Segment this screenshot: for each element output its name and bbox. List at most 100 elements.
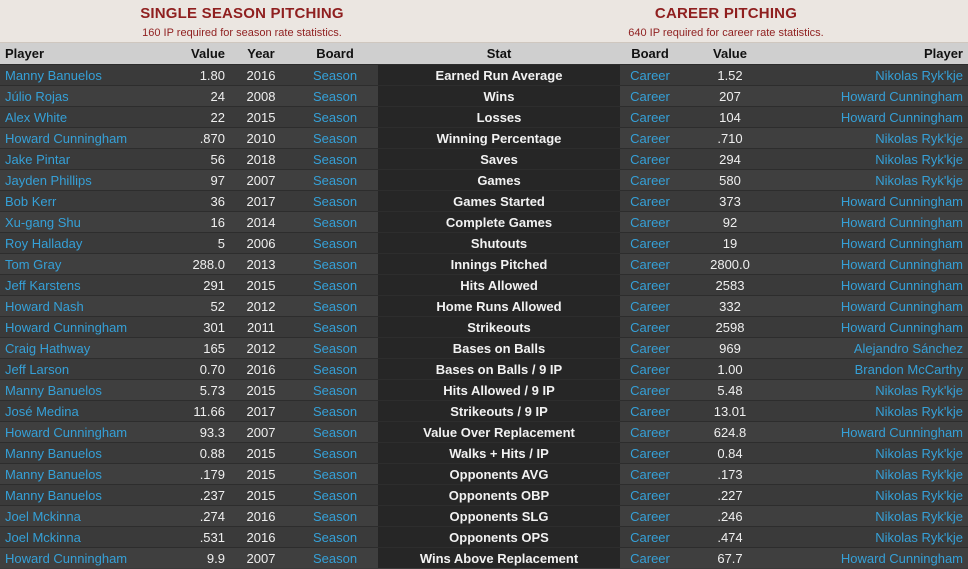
career-player-link[interactable]: Nikolas Ryk'kje bbox=[780, 400, 968, 422]
season-board-link[interactable]: Season bbox=[292, 505, 378, 527]
season-player-link[interactable]: Bob Kerr bbox=[0, 190, 170, 212]
col-header-season-player[interactable]: Player bbox=[5, 46, 45, 61]
season-player-link[interactable]: Xu-gang Shu bbox=[0, 211, 170, 233]
career-board-link[interactable]: Career bbox=[620, 274, 680, 296]
career-player-link[interactable]: Alejandro Sánchez bbox=[780, 337, 968, 359]
career-player-link[interactable]: Nikolas Ryk'kje bbox=[780, 526, 968, 548]
career-board-link[interactable]: Career bbox=[620, 169, 680, 191]
season-player-link[interactable]: Howard Cunningham bbox=[0, 421, 170, 443]
career-player-link[interactable]: Howard Cunningham bbox=[780, 316, 968, 338]
season-player-link[interactable]: Jake Pintar bbox=[0, 148, 170, 170]
career-player-link[interactable]: Howard Cunningham bbox=[780, 232, 968, 254]
season-board-link[interactable]: Season bbox=[292, 148, 378, 170]
season-player-link[interactable]: Roy Halladay bbox=[0, 232, 170, 254]
season-player-link[interactable]: Tom Gray bbox=[0, 253, 170, 275]
career-board-link[interactable]: Career bbox=[620, 190, 680, 212]
career-board-link[interactable]: Career bbox=[620, 484, 680, 506]
career-player-link[interactable]: Howard Cunningham bbox=[780, 211, 968, 233]
col-header-season-value[interactable]: Value bbox=[191, 46, 225, 61]
career-board-link[interactable]: Career bbox=[620, 526, 680, 548]
career-board-link[interactable]: Career bbox=[620, 64, 680, 86]
season-board-link[interactable]: Season bbox=[292, 253, 378, 275]
season-board-link[interactable]: Season bbox=[292, 337, 378, 359]
season-board-link[interactable]: Season bbox=[292, 463, 378, 485]
season-board-link[interactable]: Season bbox=[292, 295, 378, 317]
career-board-link[interactable]: Career bbox=[620, 232, 680, 254]
career-board-link[interactable]: Career bbox=[620, 337, 680, 359]
career-board-link[interactable]: Career bbox=[620, 547, 680, 568]
col-header-career-player[interactable]: Player bbox=[923, 46, 963, 61]
career-player-link[interactable]: Howard Cunningham bbox=[780, 295, 968, 317]
career-board-link[interactable]: Career bbox=[620, 400, 680, 422]
season-player-link[interactable]: Jeff Larson bbox=[0, 358, 170, 380]
col-header-season-year[interactable]: Year bbox=[247, 46, 275, 61]
career-board-link[interactable]: Career bbox=[620, 85, 680, 107]
career-player-link[interactable]: Nikolas Ryk'kje bbox=[780, 442, 968, 464]
career-player-link[interactable]: Howard Cunningham bbox=[780, 547, 968, 568]
career-player-link[interactable]: Nikolas Ryk'kje bbox=[780, 505, 968, 527]
career-board-link[interactable]: Career bbox=[620, 421, 680, 443]
career-board-link[interactable]: Career bbox=[620, 211, 680, 233]
season-player-link[interactable]: Joel Mckinna bbox=[0, 526, 170, 548]
career-player-link[interactable]: Howard Cunningham bbox=[780, 253, 968, 275]
career-player-link[interactable]: Nikolas Ryk'kje bbox=[780, 169, 968, 191]
career-board-link[interactable]: Career bbox=[620, 148, 680, 170]
season-player-link[interactable]: Jayden Phillips bbox=[0, 169, 170, 191]
season-player-link[interactable]: Howard Cunningham bbox=[0, 127, 170, 149]
season-player-link[interactable]: Manny Banuelos bbox=[0, 463, 170, 485]
career-player-link[interactable]: Howard Cunningham bbox=[780, 190, 968, 212]
career-player-link[interactable]: Howard Cunningham bbox=[780, 421, 968, 443]
season-player-link[interactable]: Júlio Rojas bbox=[0, 85, 170, 107]
career-board-link[interactable]: Career bbox=[620, 463, 680, 485]
career-board-link[interactable]: Career bbox=[620, 379, 680, 401]
season-board-link[interactable]: Season bbox=[292, 190, 378, 212]
season-player-link[interactable]: Howard Cunningham bbox=[0, 316, 170, 338]
career-player-link[interactable]: Howard Cunningham bbox=[780, 106, 968, 128]
career-board-link[interactable]: Career bbox=[620, 505, 680, 527]
season-board-link[interactable]: Season bbox=[292, 232, 378, 254]
season-player-link[interactable]: Howard Cunningham bbox=[0, 547, 170, 568]
career-board-link[interactable]: Career bbox=[620, 106, 680, 128]
season-player-link[interactable]: Joel Mckinna bbox=[0, 505, 170, 527]
career-board-link[interactable]: Career bbox=[620, 253, 680, 275]
career-player-link[interactable]: Nikolas Ryk'kje bbox=[780, 64, 968, 86]
col-header-career-board[interactable]: Board bbox=[631, 46, 669, 61]
season-board-link[interactable]: Season bbox=[292, 358, 378, 380]
season-board-link[interactable]: Season bbox=[292, 421, 378, 443]
season-board-link[interactable]: Season bbox=[292, 274, 378, 296]
season-player-link[interactable]: Howard Nash bbox=[0, 295, 170, 317]
career-player-link[interactable]: Nikolas Ryk'kje bbox=[780, 379, 968, 401]
season-player-link[interactable]: Manny Banuelos bbox=[0, 484, 170, 506]
career-board-link[interactable]: Career bbox=[620, 442, 680, 464]
col-header-career-value[interactable]: Value bbox=[713, 46, 747, 61]
season-board-link[interactable]: Season bbox=[292, 526, 378, 548]
season-board-link[interactable]: Season bbox=[292, 169, 378, 191]
col-header-stat[interactable]: Stat bbox=[486, 46, 512, 61]
career-board-link[interactable]: Career bbox=[620, 127, 680, 149]
season-player-link[interactable]: Manny Banuelos bbox=[0, 442, 170, 464]
season-board-link[interactable]: Season bbox=[292, 127, 378, 149]
season-board-link[interactable]: Season bbox=[292, 211, 378, 233]
season-board-link[interactable]: Season bbox=[292, 379, 378, 401]
career-board-link[interactable]: Career bbox=[620, 358, 680, 380]
career-player-link[interactable]: Nikolas Ryk'kje bbox=[780, 463, 968, 485]
season-board-link[interactable]: Season bbox=[292, 547, 378, 568]
career-player-link[interactable]: Brandon McCarthy bbox=[780, 358, 968, 380]
career-player-link[interactable]: Nikolas Ryk'kje bbox=[780, 484, 968, 506]
season-board-link[interactable]: Season bbox=[292, 106, 378, 128]
season-player-link[interactable]: Craig Hathway bbox=[0, 337, 170, 359]
season-player-link[interactable]: José Medina bbox=[0, 400, 170, 422]
season-board-link[interactable]: Season bbox=[292, 442, 378, 464]
season-board-link[interactable]: Season bbox=[292, 64, 378, 86]
col-header-season-board[interactable]: Board bbox=[316, 46, 354, 61]
season-board-link[interactable]: Season bbox=[292, 400, 378, 422]
career-board-link[interactable]: Career bbox=[620, 316, 680, 338]
season-board-link[interactable]: Season bbox=[292, 484, 378, 506]
career-player-link[interactable]: Nikolas Ryk'kje bbox=[780, 127, 968, 149]
career-player-link[interactable]: Nikolas Ryk'kje bbox=[780, 148, 968, 170]
career-board-link[interactable]: Career bbox=[620, 295, 680, 317]
season-player-link[interactable]: Alex White bbox=[0, 106, 170, 128]
season-board-link[interactable]: Season bbox=[292, 85, 378, 107]
season-player-link[interactable]: Manny Banuelos bbox=[0, 64, 170, 86]
season-player-link[interactable]: Jeff Karstens bbox=[0, 274, 170, 296]
